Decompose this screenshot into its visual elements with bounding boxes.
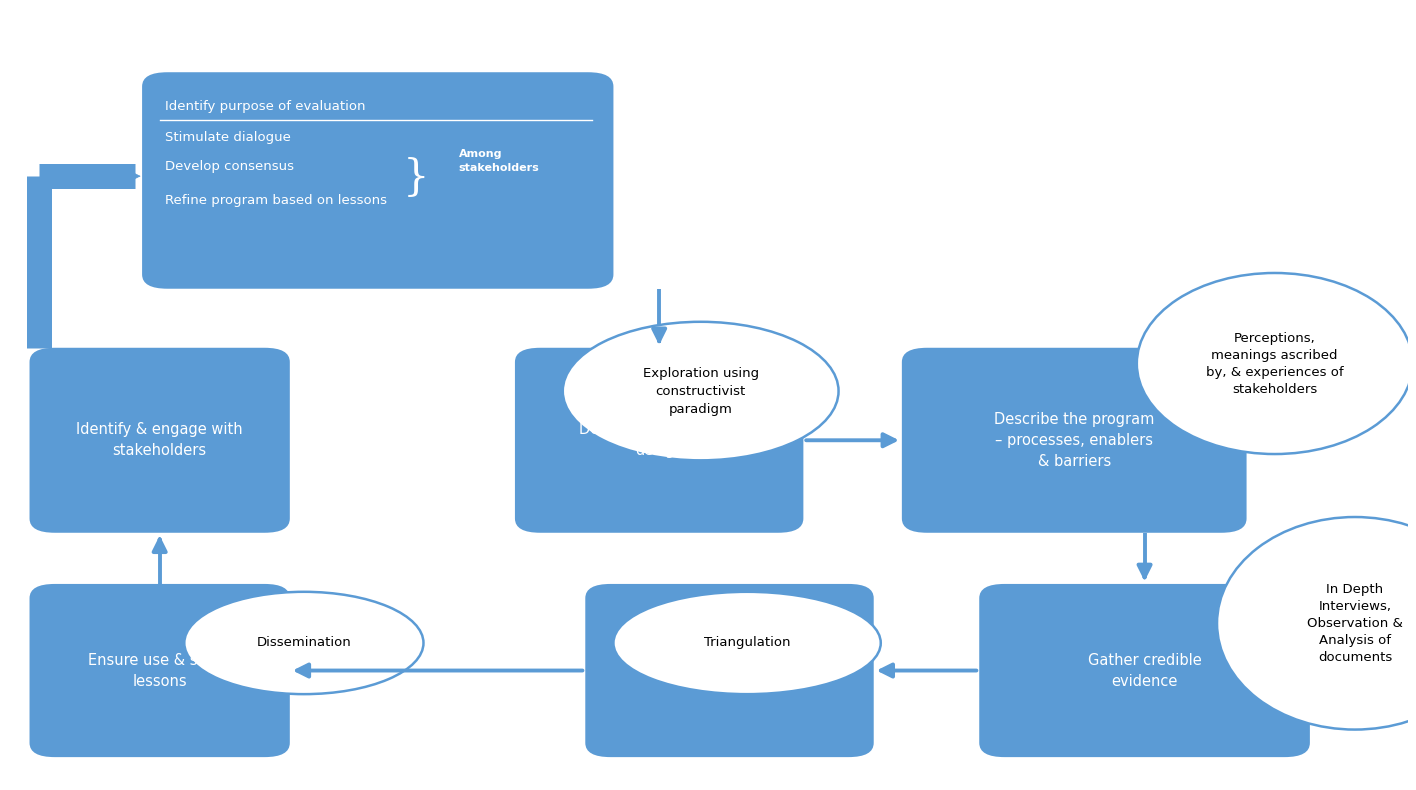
FancyBboxPatch shape — [902, 348, 1246, 532]
Text: }: } — [402, 157, 429, 199]
Text: Decide the evaluation
design: Decide the evaluation design — [579, 423, 739, 458]
Text: Exploration using
constructivist
paradigm: Exploration using constructivist paradig… — [643, 367, 759, 416]
Text: Develop consensus: Develop consensus — [164, 160, 293, 174]
Text: Gather credible
evidence: Gather credible evidence — [1087, 653, 1201, 689]
Text: Justify conclusions: Justify conclusions — [661, 663, 797, 678]
Ellipse shape — [1216, 517, 1416, 730]
FancyBboxPatch shape — [30, 348, 290, 532]
Text: Triangulation: Triangulation — [704, 637, 790, 649]
FancyBboxPatch shape — [585, 584, 874, 757]
Text: Identify purpose of evaluation: Identify purpose of evaluation — [164, 100, 365, 113]
Ellipse shape — [562, 322, 838, 461]
Text: Refine program based on lessons: Refine program based on lessons — [164, 194, 387, 207]
Ellipse shape — [1137, 273, 1413, 454]
FancyBboxPatch shape — [980, 584, 1310, 757]
FancyBboxPatch shape — [515, 348, 803, 532]
Text: Among
stakeholders: Among stakeholders — [459, 149, 539, 172]
Text: Stimulate dialogue: Stimulate dialogue — [164, 131, 290, 145]
Text: Ensure use & share
lessons: Ensure use & share lessons — [88, 653, 231, 689]
FancyBboxPatch shape — [142, 72, 613, 288]
Text: Dissemination: Dissemination — [256, 637, 351, 649]
FancyBboxPatch shape — [30, 584, 290, 757]
Text: Identify & engage with
stakeholders: Identify & engage with stakeholders — [76, 423, 244, 458]
Ellipse shape — [613, 592, 881, 694]
Text: Describe the program
– processes, enablers
& barriers: Describe the program – processes, enable… — [994, 412, 1154, 468]
Ellipse shape — [184, 592, 423, 694]
Text: In Depth
Interviews,
Observation &
Analysis of
documents: In Depth Interviews, Observation & Analy… — [1307, 583, 1403, 664]
Text: Perceptions,
meanings ascribed
by, & experiences of
stakeholders: Perceptions, meanings ascribed by, & exp… — [1206, 332, 1344, 396]
